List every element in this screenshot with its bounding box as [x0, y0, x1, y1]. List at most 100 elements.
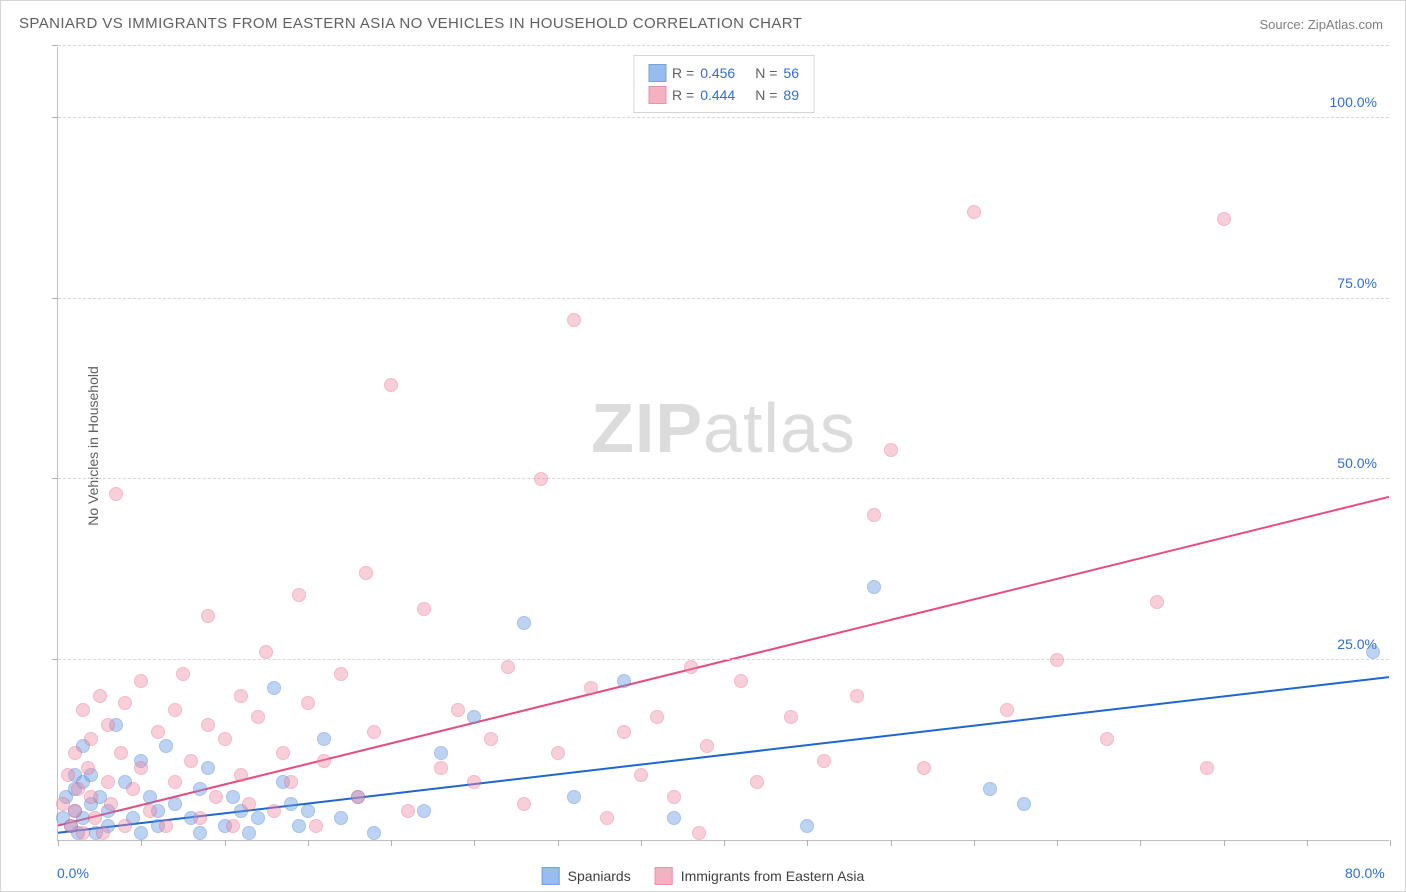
legend-label: Immigrants from Eastern Asia: [681, 868, 865, 884]
data-point: [259, 645, 273, 659]
r-label: R =: [672, 87, 694, 103]
y-tick-label: 75.0%: [1337, 275, 1377, 291]
n-label: N =: [755, 87, 777, 103]
data-point: [517, 797, 531, 811]
data-point: [251, 710, 265, 724]
legend-label: Spaniards: [568, 868, 631, 884]
gridline: [58, 298, 1389, 299]
data-point: [143, 804, 157, 818]
data-point: [850, 689, 864, 703]
data-point: [967, 205, 981, 219]
data-point: [301, 804, 315, 818]
data-point: [467, 775, 481, 789]
data-point: [617, 725, 631, 739]
data-point: [209, 790, 223, 804]
data-point: [867, 508, 881, 522]
legend-swatch: [542, 867, 560, 885]
data-point: [334, 811, 348, 825]
data-point: [434, 761, 448, 775]
data-point: [96, 826, 110, 840]
data-point: [284, 797, 298, 811]
n-value: 56: [783, 65, 799, 81]
source-label: Source: ZipAtlas.com: [1259, 17, 1383, 32]
data-point: [118, 819, 132, 833]
x-tick: [891, 840, 892, 846]
y-tick: [52, 659, 58, 660]
gridline: [58, 45, 1389, 46]
data-point: [551, 746, 565, 760]
x-tick: [225, 840, 226, 846]
x-tick-label: 80.0%: [1345, 865, 1385, 881]
legend-item: Immigrants from Eastern Asia: [655, 867, 865, 885]
legend-swatch: [648, 64, 666, 82]
data-point: [567, 313, 581, 327]
n-value: 89: [783, 87, 799, 103]
data-point: [692, 826, 706, 840]
data-point: [1050, 653, 1064, 667]
data-point: [367, 725, 381, 739]
data-point: [600, 811, 614, 825]
watermark-atlas: atlas: [703, 389, 856, 467]
data-point: [700, 739, 714, 753]
y-tick: [52, 45, 58, 46]
x-tick: [141, 840, 142, 846]
gridline: [58, 478, 1389, 479]
data-point: [143, 790, 157, 804]
y-tick-label: 50.0%: [1337, 455, 1377, 471]
data-point: [193, 826, 207, 840]
x-tick: [391, 840, 392, 846]
chart-title: SPANIARD VS IMMIGRANTS FROM EASTERN ASIA…: [19, 15, 802, 32]
plot-area: ZIPatlas R =0.456N =56R =0.444N =89 25.0…: [57, 47, 1389, 841]
data-point: [1000, 703, 1014, 717]
x-tick: [974, 840, 975, 846]
data-point: [242, 797, 256, 811]
data-point: [114, 746, 128, 760]
data-point: [101, 718, 115, 732]
data-point: [501, 660, 515, 674]
x-tick: [1224, 840, 1225, 846]
data-point: [1366, 645, 1380, 659]
data-point: [61, 768, 75, 782]
data-point: [176, 667, 190, 681]
data-point: [76, 826, 90, 840]
data-point: [451, 703, 465, 717]
data-point: [242, 826, 256, 840]
data-point: [334, 667, 348, 681]
data-point: [68, 804, 82, 818]
data-point: [226, 819, 240, 833]
data-point: [517, 616, 531, 630]
data-point: [168, 797, 182, 811]
data-point: [292, 588, 306, 602]
legend-swatch: [648, 86, 666, 104]
data-point: [800, 819, 814, 833]
data-point: [634, 768, 648, 782]
data-point: [184, 754, 198, 768]
data-point: [109, 487, 123, 501]
data-point: [784, 710, 798, 724]
x-tick: [641, 840, 642, 846]
x-tick: [58, 840, 59, 846]
data-point: [234, 689, 248, 703]
data-point: [226, 790, 240, 804]
data-point: [617, 674, 631, 688]
x-tick: [807, 840, 808, 846]
data-point: [384, 378, 398, 392]
data-point: [417, 602, 431, 616]
data-point: [93, 689, 107, 703]
data-point: [251, 811, 265, 825]
data-point: [201, 718, 215, 732]
trend-line: [58, 677, 1389, 833]
data-point: [534, 472, 548, 486]
data-point: [134, 674, 148, 688]
data-point: [101, 775, 115, 789]
legend-stats: R =0.456N =56R =0.444N =89: [633, 55, 814, 113]
data-point: [301, 696, 315, 710]
legend-item: Spaniards: [542, 867, 631, 885]
data-point: [667, 811, 681, 825]
correlation-chart: SPANIARD VS IMMIGRANTS FROM EASTERN ASIA…: [0, 0, 1406, 892]
data-point: [292, 819, 306, 833]
r-label: R =: [672, 65, 694, 81]
data-point: [684, 660, 698, 674]
data-point: [84, 732, 98, 746]
legend-stat-row: R =0.456N =56: [648, 62, 799, 84]
